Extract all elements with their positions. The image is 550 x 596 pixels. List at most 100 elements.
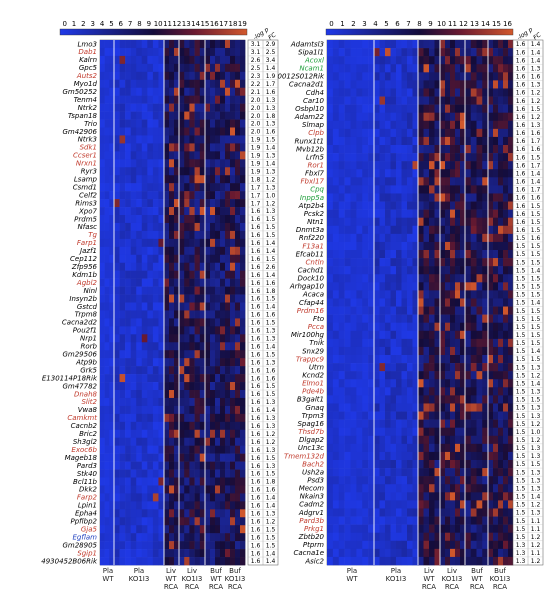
right-heat-cell <box>450 128 456 138</box>
right-heat-cell <box>488 435 494 445</box>
left-fc-value: 1.5 <box>266 455 276 462</box>
left-logp-value: 1.6 <box>251 455 261 462</box>
right-heat-cell <box>338 548 345 558</box>
right-heat-cell <box>460 56 466 65</box>
left-gene-label: Farp1 <box>77 239 97 247</box>
right-heat-cell <box>482 443 489 453</box>
right-heat-cell <box>390 395 397 404</box>
left-fc-value: 1.5 <box>266 542 276 549</box>
left-logp-value: 1.6 <box>251 208 261 215</box>
right-heat-cell <box>493 395 499 404</box>
left-heat-cell <box>220 286 226 295</box>
left-heat-cell <box>179 557 185 566</box>
right-heat-cell <box>493 314 499 323</box>
right-heat-cell <box>332 330 340 340</box>
right-heat-cell <box>327 40 334 49</box>
left-heat-cell <box>179 79 185 89</box>
right-heat-cell <box>385 435 391 445</box>
left-gene-label: Celf2 <box>79 191 98 199</box>
left-gene-label: Bric2 <box>79 430 97 438</box>
right-heat-cell <box>470 250 477 259</box>
left-heat-cell <box>179 246 185 256</box>
right-heat-cell <box>470 411 477 420</box>
right-heat-cell <box>493 548 499 558</box>
right-heat-cell <box>470 556 477 566</box>
right-heat-cell <box>476 492 483 501</box>
right-logp-value: 1.5 <box>516 461 526 468</box>
right-heat-cell <box>350 136 357 146</box>
right-heat-cell <box>362 363 369 372</box>
left-heat-cell <box>230 159 236 168</box>
right-heat-cell <box>498 241 504 251</box>
right-heat-cell <box>344 500 351 509</box>
left-heat-cell <box>125 294 131 303</box>
left-heat-cell <box>130 501 137 510</box>
left-heat-cell <box>119 334 126 343</box>
right-heat-cell <box>493 217 499 227</box>
right-heat-cell <box>445 40 451 49</box>
left-heat-cell <box>225 549 231 558</box>
right-heat-cell <box>338 460 345 469</box>
right-heat-cell <box>503 104 509 113</box>
left-heat-cell <box>114 103 120 112</box>
right-heat-cell <box>374 64 380 73</box>
right-heat-cell <box>338 322 345 332</box>
right-heat-cell <box>476 209 483 218</box>
left-heat-cell <box>130 278 137 287</box>
right-heat-cell <box>368 209 375 218</box>
left-heat-cell <box>225 222 231 232</box>
right-heat-cell <box>476 443 483 453</box>
right-heat-cell <box>385 56 391 65</box>
left-heat-cell <box>125 55 131 65</box>
right-heat-cell <box>362 64 369 73</box>
right-heat-cell <box>476 112 483 122</box>
right-heat-cell <box>440 209 446 218</box>
right-heat-cell <box>338 112 345 122</box>
right-heat-cell <box>412 145 419 154</box>
left-heat-cell <box>141 199 148 208</box>
right-heat-cell <box>488 128 494 138</box>
left-heat-cell <box>240 334 246 343</box>
left-heat-cell <box>240 397 246 407</box>
left-heat-cell <box>114 111 120 120</box>
left-heat-cell <box>147 429 154 439</box>
right-heat-cell <box>412 363 419 372</box>
left-heat-cell <box>225 501 231 510</box>
left-heat-cell <box>164 374 170 383</box>
right-heat-cell <box>362 274 369 283</box>
left-heat-cell <box>194 366 201 375</box>
right-logp-value: 1.5 <box>516 502 526 509</box>
right-heat-cell <box>470 298 477 307</box>
right-heat-cell <box>396 419 402 428</box>
right-heat-cell <box>327 112 334 122</box>
left-heat-cell <box>141 549 148 558</box>
right-heat-cell <box>338 443 345 453</box>
right-heat-cell <box>429 556 435 566</box>
right-heat-cell <box>368 500 375 509</box>
right-heat-cell <box>374 177 380 186</box>
right-heat-cell <box>434 314 441 323</box>
right-heat-cell <box>423 258 430 267</box>
right-heat-cell <box>350 233 357 243</box>
left-heat-cell <box>109 350 115 359</box>
left-fc-value: 1.2 <box>266 200 276 207</box>
left-heat-cell <box>158 366 165 375</box>
right-heat-cell <box>498 88 504 97</box>
right-heat-cell <box>493 355 499 364</box>
right-gene-label: Cntln <box>306 258 324 266</box>
right-heat-cell <box>423 169 430 178</box>
left-heat-cell <box>147 119 154 128</box>
right-heat-cell <box>418 484 424 493</box>
left-heat-cell <box>152 549 159 558</box>
left-heat-cell <box>230 40 236 49</box>
left-heat-cell <box>158 533 165 542</box>
left-heat-cell <box>141 374 148 383</box>
left-heat-cell <box>125 127 131 136</box>
right-heat-cell <box>396 298 402 307</box>
right-fc-value: 1.5 <box>531 284 541 291</box>
left-heat-cell <box>152 71 159 81</box>
right-heat-cell <box>508 40 514 49</box>
right-gene-label: Ntn1 <box>307 218 324 226</box>
left-heat-cell <box>225 246 231 256</box>
right-heat-cell <box>482 419 489 428</box>
